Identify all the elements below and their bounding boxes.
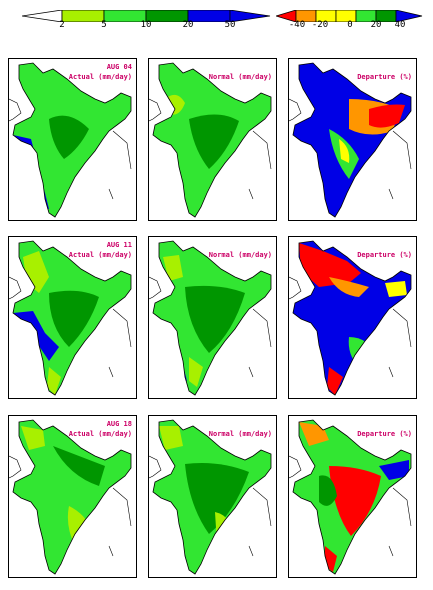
neighbor-outline: [9, 98, 22, 122]
panel-label: Departure (%): [357, 430, 412, 438]
rainfall-tick: 5: [101, 20, 107, 30]
departure-tick: 20: [370, 20, 382, 30]
india-map: [9, 240, 132, 396]
neighbor-outline: [388, 308, 412, 378]
neighbor-outline: [9, 276, 22, 300]
neighbor-outline: [388, 487, 412, 557]
normal-map-panel: Normal (mm/day): [148, 58, 277, 221]
map-region: [189, 114, 239, 169]
country-outline: [12, 240, 132, 396]
map-region: [348, 337, 375, 367]
panel-date: AUG 04: [106, 63, 132, 71]
panel-date: AUG 18: [106, 420, 132, 428]
map-region: [53, 446, 105, 486]
panel-label: Actual (mm/day): [68, 430, 132, 438]
departure-tick: 0: [347, 20, 353, 30]
map-fill-layer: [13, 420, 131, 574]
map-region: [189, 357, 203, 387]
panel-label: Departure (%): [357, 73, 412, 81]
neighbor-outline: [289, 455, 302, 479]
rainfall-tick: 20: [182, 20, 194, 30]
map-region: [293, 63, 411, 217]
neighbor-outline: [149, 98, 162, 122]
map-region: [159, 426, 183, 450]
india-map: [149, 240, 272, 396]
departure-tick: 40: [394, 20, 406, 30]
panel-label: Normal (mm/day): [208, 73, 272, 81]
map-region: [379, 460, 409, 480]
neighbor-outline: [388, 130, 412, 200]
map-region: [215, 512, 233, 544]
map-region: [13, 420, 131, 574]
map-region: [327, 367, 343, 395]
panel-label: Actual (mm/day): [68, 73, 132, 81]
departure-map-panel: Departure (%): [288, 236, 417, 399]
panel-label: Actual (mm/day): [68, 251, 132, 259]
neighbor-outline: [248, 308, 272, 378]
map-region: [185, 285, 245, 353]
rainfall-colorbar-swatches: [22, 10, 271, 22]
rainfall-tick: 10: [140, 20, 152, 30]
map-region: [185, 463, 249, 534]
neighbor-outline: [9, 455, 22, 479]
neighbor-outline: [248, 130, 272, 200]
rainfall-tick: 50: [224, 20, 236, 30]
map-region: [339, 139, 350, 163]
map-region: [163, 255, 183, 281]
neighbor-outline: [289, 98, 302, 122]
map-region: [329, 277, 369, 297]
neighbor-outline: [149, 276, 162, 300]
map-fill-layer: [293, 63, 411, 217]
neighbor-outline: [149, 455, 162, 479]
india-map: [9, 62, 132, 218]
country-outline: [12, 419, 132, 575]
rainfall-colorbar: [22, 10, 272, 40]
departure-colorbar-swatches: [276, 10, 423, 22]
departure-colorbar: [276, 10, 426, 40]
panel-label: Normal (mm/day): [208, 430, 272, 438]
map-region: [49, 290, 99, 347]
map-region: [385, 281, 407, 297]
map-region: [95, 99, 127, 119]
normal-map-panel: Normal (mm/day): [148, 415, 277, 578]
neighbor-outline: [289, 276, 302, 300]
panel-date: AUG 11: [106, 241, 132, 249]
normal-map-panel: Normal (mm/day): [148, 236, 277, 399]
country-outline: [152, 240, 272, 396]
departure-map-panel: Departure (%): [288, 58, 417, 221]
india-map: [149, 419, 272, 575]
neighbor-outline: [108, 308, 132, 378]
country-outline: [292, 419, 412, 575]
india-map: [289, 240, 412, 396]
map-region: [47, 367, 61, 395]
country-outline: [292, 240, 412, 396]
map-region: [49, 115, 89, 159]
country-outline: [12, 62, 132, 218]
india-map: [289, 62, 412, 218]
country-outline: [152, 62, 272, 218]
departure-map-panel: Departure (%): [288, 415, 417, 578]
actual-map-panel: AUG 04 Actual (mm/day): [8, 58, 137, 221]
rainfall-tick: 2: [59, 20, 65, 30]
departure-tick: -20: [311, 20, 329, 30]
actual-map-panel: AUG 11 Actual (mm/day): [8, 236, 137, 399]
map-region: [319, 475, 337, 506]
neighbor-outline: [108, 487, 132, 557]
actual-map-panel: AUG 18 Actual (mm/day): [8, 415, 137, 578]
country-outline: [292, 62, 412, 218]
neighbor-outline: [108, 130, 132, 200]
map-region: [299, 243, 361, 287]
india-map: [289, 419, 412, 575]
panel-label: Normal (mm/day): [208, 251, 272, 259]
india-map: [9, 419, 132, 575]
country-outline: [152, 419, 272, 575]
departure-tick: -40: [288, 20, 306, 30]
map-region: [329, 466, 381, 536]
panel-label: Departure (%): [357, 251, 412, 259]
neighbor-outline: [248, 487, 272, 557]
india-map: [149, 62, 272, 218]
map-region: [369, 104, 405, 128]
map-region: [21, 426, 45, 450]
